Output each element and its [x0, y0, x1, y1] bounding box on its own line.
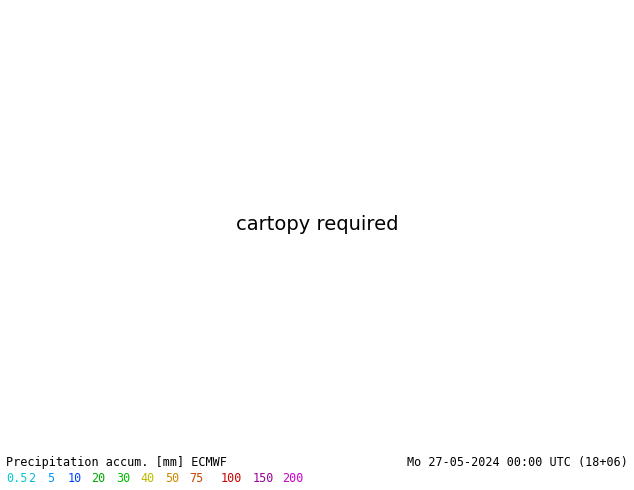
- Text: 200: 200: [282, 472, 304, 485]
- Text: 50: 50: [165, 472, 179, 485]
- Text: cartopy required: cartopy required: [236, 215, 398, 234]
- Text: 100: 100: [221, 472, 242, 485]
- Text: 0.5: 0.5: [6, 472, 28, 485]
- Text: Mo 27-05-2024 00:00 UTC (18+06): Mo 27-05-2024 00:00 UTC (18+06): [407, 456, 628, 469]
- Text: Precipitation accum. [mm] ECMWF: Precipitation accum. [mm] ECMWF: [6, 456, 227, 469]
- Text: 40: 40: [141, 472, 155, 485]
- Text: 10: 10: [68, 472, 82, 485]
- Text: 2: 2: [29, 472, 36, 485]
- Text: 30: 30: [116, 472, 130, 485]
- Text: 75: 75: [189, 472, 203, 485]
- Text: 150: 150: [252, 472, 274, 485]
- Text: 5: 5: [48, 472, 55, 485]
- Text: 20: 20: [91, 472, 105, 485]
